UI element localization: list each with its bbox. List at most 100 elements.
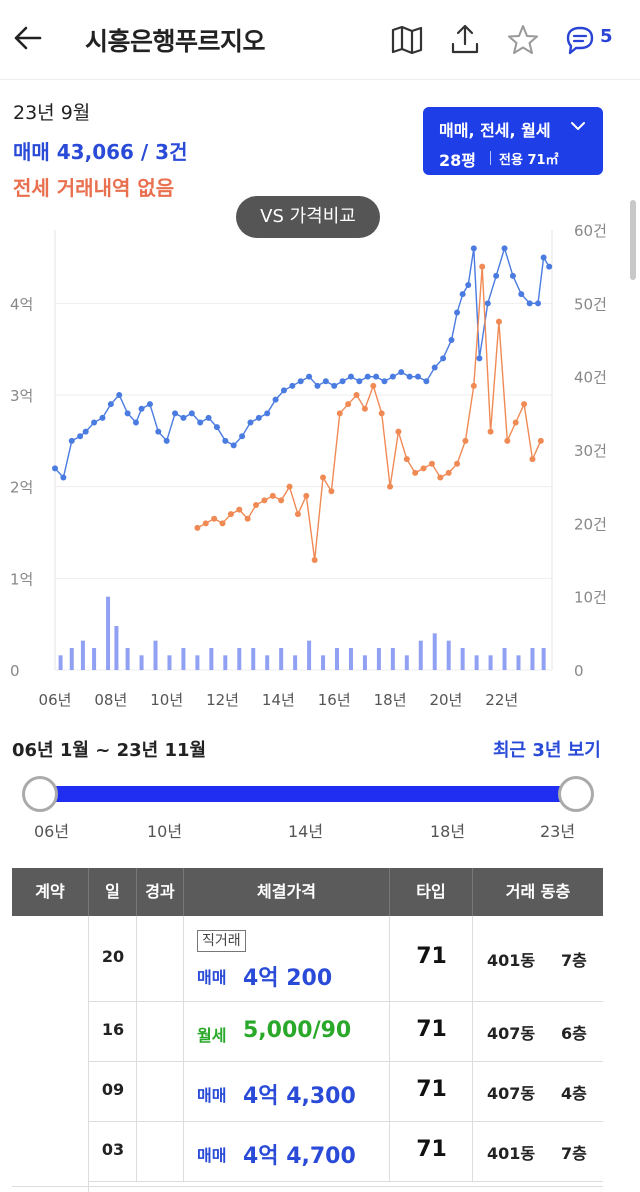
vs-compare-button[interactable]: VS 가격비교 (236, 196, 380, 238)
data-point (77, 433, 84, 440)
volume-bar (516, 655, 521, 670)
data-point (303, 492, 310, 499)
data-point (99, 414, 106, 421)
elapsed-cell (137, 916, 184, 1001)
chevron-down-icon (571, 122, 585, 130)
deal-kind: 매매 (197, 1086, 227, 1105)
volume-bar (348, 648, 353, 670)
row-type: 71 (416, 1137, 447, 1162)
x-tick-label: 06년 (39, 691, 72, 709)
data-point (172, 410, 179, 417)
share-icon[interactable] (447, 22, 483, 58)
star-icon[interactable] (505, 22, 541, 58)
range-slider-track[interactable] (40, 786, 576, 802)
volume-bar (237, 648, 242, 670)
x-tick-label: 12년 (206, 691, 239, 709)
volume-bar (335, 648, 340, 670)
price-cell (184, 1002, 390, 1061)
data-point (339, 378, 346, 385)
data-point (518, 291, 525, 298)
data-point (320, 474, 327, 481)
th-day: 일 (89, 868, 137, 916)
row-dong: 407동 (487, 1084, 536, 1103)
data-point (420, 465, 427, 472)
data-point (437, 474, 444, 481)
filter-button[interactable]: 매매, 전세, 월세 28평 전용 71㎡ (423, 107, 603, 175)
volume-bar (541, 648, 546, 670)
x-tick-label: 10년 (150, 691, 183, 709)
data-point (255, 414, 262, 421)
volume-bar (181, 648, 186, 670)
type-cell (390, 1002, 473, 1061)
slider-tick-label: 18년 (430, 822, 466, 841)
table-row[interactable]: 09 매매 4억 4,300 71 407동 4층 (89, 1062, 603, 1122)
app-header: 시흥은행푸르지오 5 (0, 0, 640, 80)
data-point (205, 414, 212, 421)
volume-bar (153, 640, 158, 670)
range-slider-start-handle[interactable] (22, 776, 58, 812)
row-floor: 7층 (561, 1144, 587, 1163)
y-left-tick-label: 2억 (10, 479, 33, 497)
back-arrow-icon[interactable] (10, 20, 46, 56)
table-row[interactable]: 20 직거래 매매 4억 200 71 401동 7층 (89, 916, 603, 1002)
row-type: 71 (416, 1017, 447, 1042)
volume-bar (404, 655, 409, 670)
data-point (504, 437, 511, 444)
data-point (222, 437, 229, 444)
chat-icon[interactable] (562, 22, 598, 58)
data-point (227, 511, 234, 518)
type-cell (390, 1122, 473, 1181)
map-icon[interactable] (389, 22, 425, 58)
chat-count-badge[interactable]: 5 (600, 26, 613, 47)
slider-tick-label: 23년 (540, 822, 576, 841)
range-slider-end-handle[interactable] (558, 776, 594, 812)
data-point (107, 401, 114, 408)
y-right-tick-label: 60건 (574, 222, 607, 240)
type-cell (390, 1062, 473, 1121)
data-point (356, 378, 363, 385)
data-point (264, 410, 271, 417)
volume-bar (114, 626, 119, 670)
volume-bar (432, 633, 437, 670)
volume-bar (125, 648, 130, 670)
table-row[interactable]: 16 월세 5,000/90 71 407동 6층 (89, 1002, 603, 1062)
table-header: 계약 일 경과 체결가격 타입 거래 동층 (12, 868, 603, 916)
data-point (52, 465, 58, 472)
slider-tick-label: 06년 (34, 822, 70, 841)
y-right-tick-label: 30건 (574, 442, 607, 460)
data-point (132, 419, 139, 426)
data-point (82, 428, 89, 435)
table-row[interactable]: 03 매매 4억 4,700 71 401동 7층 (89, 1122, 603, 1182)
volume-bar (251, 648, 256, 670)
range-label: 06년 1월 ~ 23년 11월 (12, 740, 207, 761)
price-chart[interactable]: 0 1억 2억 3억 4억 0 10건 20건 30건 40건 50건 60건 06년 08년 10년 12년… (0, 218, 640, 718)
volume-bar (265, 655, 270, 670)
data-point (286, 483, 293, 490)
data-point (180, 414, 187, 421)
data-point (239, 433, 246, 440)
row-floor: 7층 (561, 951, 587, 970)
th-dong-floor: 거래 동층 (505, 882, 571, 901)
elapsed-cell (137, 1062, 184, 1121)
y-left-tick-label: 3억 (10, 387, 33, 405)
volume-bar (488, 655, 493, 670)
data-point (331, 382, 338, 389)
deal-kind: 월세 (197, 1026, 227, 1045)
data-point (247, 419, 254, 426)
recent-3y-button[interactable]: 최근 3년 보기 (493, 740, 601, 761)
volume-bar (106, 596, 111, 670)
volume-bar (321, 655, 326, 670)
volume-bar (460, 648, 465, 670)
volume-bar (307, 640, 312, 670)
volume-bar (92, 648, 97, 670)
price-cell (184, 1062, 390, 1121)
data-point (373, 373, 380, 380)
data-point (398, 369, 405, 376)
x-tick-label: 18년 (374, 691, 407, 709)
selected-date: 23년 9월 (13, 102, 91, 124)
scrollbar[interactable] (630, 200, 636, 280)
data-point (253, 502, 260, 508)
data-point (403, 456, 410, 463)
volume-bar (279, 648, 284, 670)
data-point (124, 410, 131, 417)
